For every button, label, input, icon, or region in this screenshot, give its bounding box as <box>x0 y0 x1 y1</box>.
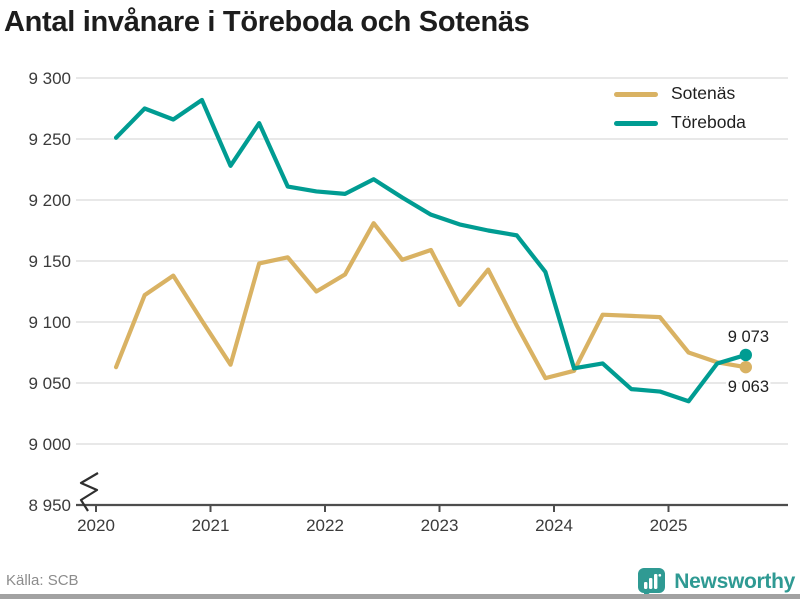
y-tick-label: 9 050 <box>28 374 71 393</box>
treboda-line <box>113 97 748 404</box>
x-tick-label: 2024 <box>535 516 573 535</box>
newsworthy-logo[interactable]: Newsworthy <box>637 566 795 598</box>
newsworthy-wordmark: Newsworthy <box>674 570 795 593</box>
sotens-end-dot <box>739 360 752 374</box>
y-tick-label: 9 150 <box>28 252 71 271</box>
y-tick-label: 9 300 <box>28 69 71 88</box>
toreboda-swatch <box>614 120 658 126</box>
x-tick-label: 2022 <box>306 516 344 535</box>
sotens-end-label: 9 063 <box>728 378 769 396</box>
treboda-end-label: 9 073 <box>728 328 769 346</box>
y-tick-label: 8 950 <box>28 496 71 515</box>
legend-item-sotenas: Sotenäs <box>614 84 746 104</box>
y-tick-label: 9 200 <box>28 191 71 210</box>
y-tick-label: 9 100 <box>28 313 71 332</box>
page-title: Antal invånare i Töreboda och Sotenäs <box>4 6 530 38</box>
source-text: Källa: SCB <box>6 572 79 589</box>
legend-label: Töreboda <box>671 112 746 133</box>
y-tick-label: 9 250 <box>28 130 71 149</box>
axis-break-icon <box>79 472 99 512</box>
treboda-end-dot <box>739 348 752 362</box>
x-tick-label: 2021 <box>192 516 230 535</box>
bottom-bar <box>0 594 800 599</box>
sotens-line <box>113 221 748 381</box>
sotenas-swatch <box>614 91 658 97</box>
legend: Sotenäs Töreboda <box>614 84 746 133</box>
x-tick-label: 2020 <box>77 516 115 535</box>
legend-label: Sotenäs <box>671 83 736 104</box>
x-tick-label: 2023 <box>421 516 459 535</box>
legend-item-toreboda: Töreboda <box>614 113 746 133</box>
x-tick-label: 2025 <box>650 516 688 535</box>
y-tick-label: 9 000 <box>28 435 71 454</box>
